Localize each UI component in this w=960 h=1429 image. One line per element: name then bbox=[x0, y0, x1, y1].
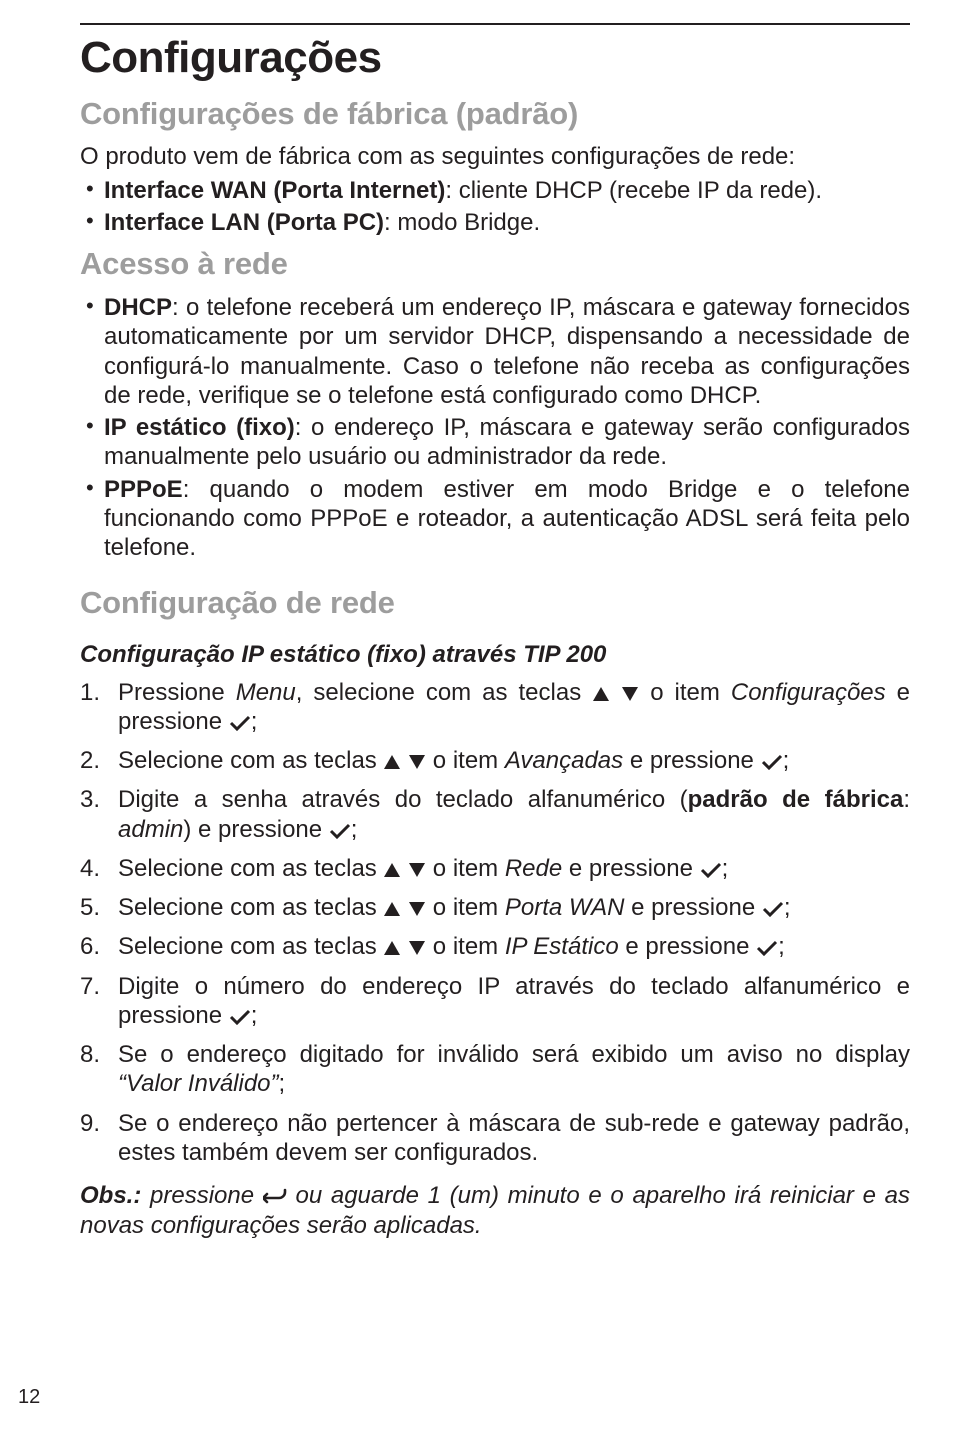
text: Selecione com as teclas bbox=[118, 855, 383, 882]
step-9: Se o endereço não pertencer à máscara de… bbox=[80, 1109, 910, 1168]
check-icon bbox=[229, 715, 251, 731]
check-icon bbox=[762, 901, 784, 917]
text: o item bbox=[639, 679, 731, 706]
steps-list: Pressione Menu, selecione com as teclas … bbox=[80, 678, 910, 1168]
item-text: : o telefone receberá um endereço IP, má… bbox=[104, 294, 910, 409]
page-title: Configurações bbox=[80, 31, 910, 85]
up-arrow-icon bbox=[593, 687, 609, 701]
list-item: IP estático (fixo): o endereço IP, másca… bbox=[80, 413, 910, 472]
access-heading: Acesso à rede bbox=[80, 245, 910, 283]
text: Pressione bbox=[118, 679, 236, 706]
factory-intro: O produto vem de fábrica com as seguinte… bbox=[80, 142, 910, 171]
check-icon bbox=[700, 862, 722, 878]
text: : bbox=[903, 786, 910, 813]
admin-word: admin bbox=[118, 816, 183, 843]
semicolon: ; bbox=[251, 1002, 258, 1029]
list-item: PPPoE: quando o modem estiver em modo Br… bbox=[80, 475, 910, 563]
text: o item bbox=[426, 747, 505, 774]
step-7: Digite o número do endereço IP através d… bbox=[80, 972, 910, 1031]
item-name: Configurações bbox=[731, 679, 886, 706]
step-3: Digite a senha através do teclado alfanu… bbox=[80, 785, 910, 844]
text: ) e pressione bbox=[183, 816, 328, 843]
back-icon bbox=[263, 1188, 287, 1206]
text: Selecione com as teclas bbox=[118, 894, 383, 921]
netcfg-heading: Configuração de rede bbox=[80, 584, 910, 622]
document-page: Configurações Configurações de fábrica (… bbox=[0, 0, 960, 1429]
netcfg-subheading: Configuração IP estático (fixo) através … bbox=[80, 640, 910, 669]
up-arrow-icon bbox=[384, 863, 400, 877]
step-6: Selecione com as teclas o item IP Estáti… bbox=[80, 932, 910, 961]
text: Digite a senha através do teclado alfanu… bbox=[118, 786, 688, 813]
item-text: : modo Bridge. bbox=[384, 209, 540, 236]
step-4: Selecione com as teclas o item Rede e pr… bbox=[80, 854, 910, 883]
item-name: Porta WAN bbox=[505, 894, 625, 921]
semicolon: ; bbox=[722, 855, 729, 882]
text: e pressione bbox=[619, 933, 756, 960]
item-text: : cliente DHCP (recebe IP da rede). bbox=[445, 177, 822, 204]
down-arrow-icon bbox=[409, 863, 425, 877]
text: e pressione bbox=[623, 747, 760, 774]
semicolon: ; bbox=[351, 816, 358, 843]
obs-note: Obs.: pressione ou aguarde 1 (um) minuto… bbox=[80, 1181, 910, 1240]
text: e pressione bbox=[624, 894, 761, 921]
semicolon: ; bbox=[251, 708, 258, 735]
top-rule bbox=[80, 23, 910, 25]
access-list: DHCP: o telefone receberá um endereço IP… bbox=[80, 293, 910, 562]
list-item: Interface LAN (Porta PC): modo Bridge. bbox=[80, 208, 910, 237]
list-item: DHCP: o telefone receberá um endereço IP… bbox=[80, 293, 910, 410]
step-2: Selecione com as teclas o item Avançadas… bbox=[80, 746, 910, 775]
text: Selecione com as teclas bbox=[118, 747, 383, 774]
down-arrow-icon bbox=[409, 755, 425, 769]
check-icon bbox=[329, 823, 351, 839]
text: o item bbox=[426, 894, 505, 921]
text: o item bbox=[426, 855, 505, 882]
text: o item bbox=[426, 933, 505, 960]
down-arrow-icon bbox=[622, 687, 638, 701]
page-number: 12 bbox=[18, 1385, 40, 1409]
semicolon: ; bbox=[778, 933, 785, 960]
check-icon bbox=[229, 1009, 251, 1025]
down-arrow-icon bbox=[409, 941, 425, 955]
semicolon: ; bbox=[783, 747, 790, 774]
step-5: Selecione com as teclas o item Porta WAN… bbox=[80, 893, 910, 922]
item-label: PPPoE bbox=[104, 476, 183, 503]
item-text: : quando o modem estiver em modo Bridge … bbox=[104, 476, 910, 562]
step-8: Se o endereço digitado for inválido será… bbox=[80, 1040, 910, 1099]
check-icon bbox=[756, 940, 778, 956]
text: e pressione bbox=[562, 855, 699, 882]
text: Selecione com as teclas bbox=[118, 933, 383, 960]
default-label: padrão de fábrica bbox=[688, 786, 904, 813]
item-name: Avançadas bbox=[505, 747, 623, 774]
item-label: DHCP bbox=[104, 294, 172, 321]
up-arrow-icon bbox=[384, 941, 400, 955]
invalid-value: “Valor Inválido” bbox=[118, 1070, 279, 1097]
text: Se o endereço não pertencer à máscara de… bbox=[118, 1110, 910, 1166]
factory-list: Interface WAN (Porta Internet): cliente … bbox=[80, 176, 910, 238]
semicolon: ; bbox=[784, 894, 791, 921]
obs-text-a: pressione bbox=[141, 1182, 262, 1209]
obs-label: Obs.: bbox=[80, 1182, 141, 1209]
item-label: IP estático (fixo) bbox=[104, 414, 295, 441]
semicolon: ; bbox=[279, 1070, 286, 1097]
step-1: Pressione Menu, selecione com as teclas … bbox=[80, 678, 910, 737]
list-item: Interface WAN (Porta Internet): cliente … bbox=[80, 176, 910, 205]
item-name: Rede bbox=[505, 855, 562, 882]
item-name: IP Estático bbox=[505, 933, 619, 960]
menu-word: Menu bbox=[236, 679, 296, 706]
text: , selecione com as teclas bbox=[296, 679, 592, 706]
check-icon bbox=[761, 754, 783, 770]
up-arrow-icon bbox=[384, 902, 400, 916]
item-label: Interface LAN (Porta PC) bbox=[104, 209, 384, 236]
item-label: Interface WAN (Porta Internet) bbox=[104, 177, 445, 204]
down-arrow-icon bbox=[409, 902, 425, 916]
text: Se o endereço digitado for inválido será… bbox=[118, 1041, 910, 1068]
up-arrow-icon bbox=[384, 755, 400, 769]
factory-heading: Configurações de fábrica (padrão) bbox=[80, 95, 910, 133]
